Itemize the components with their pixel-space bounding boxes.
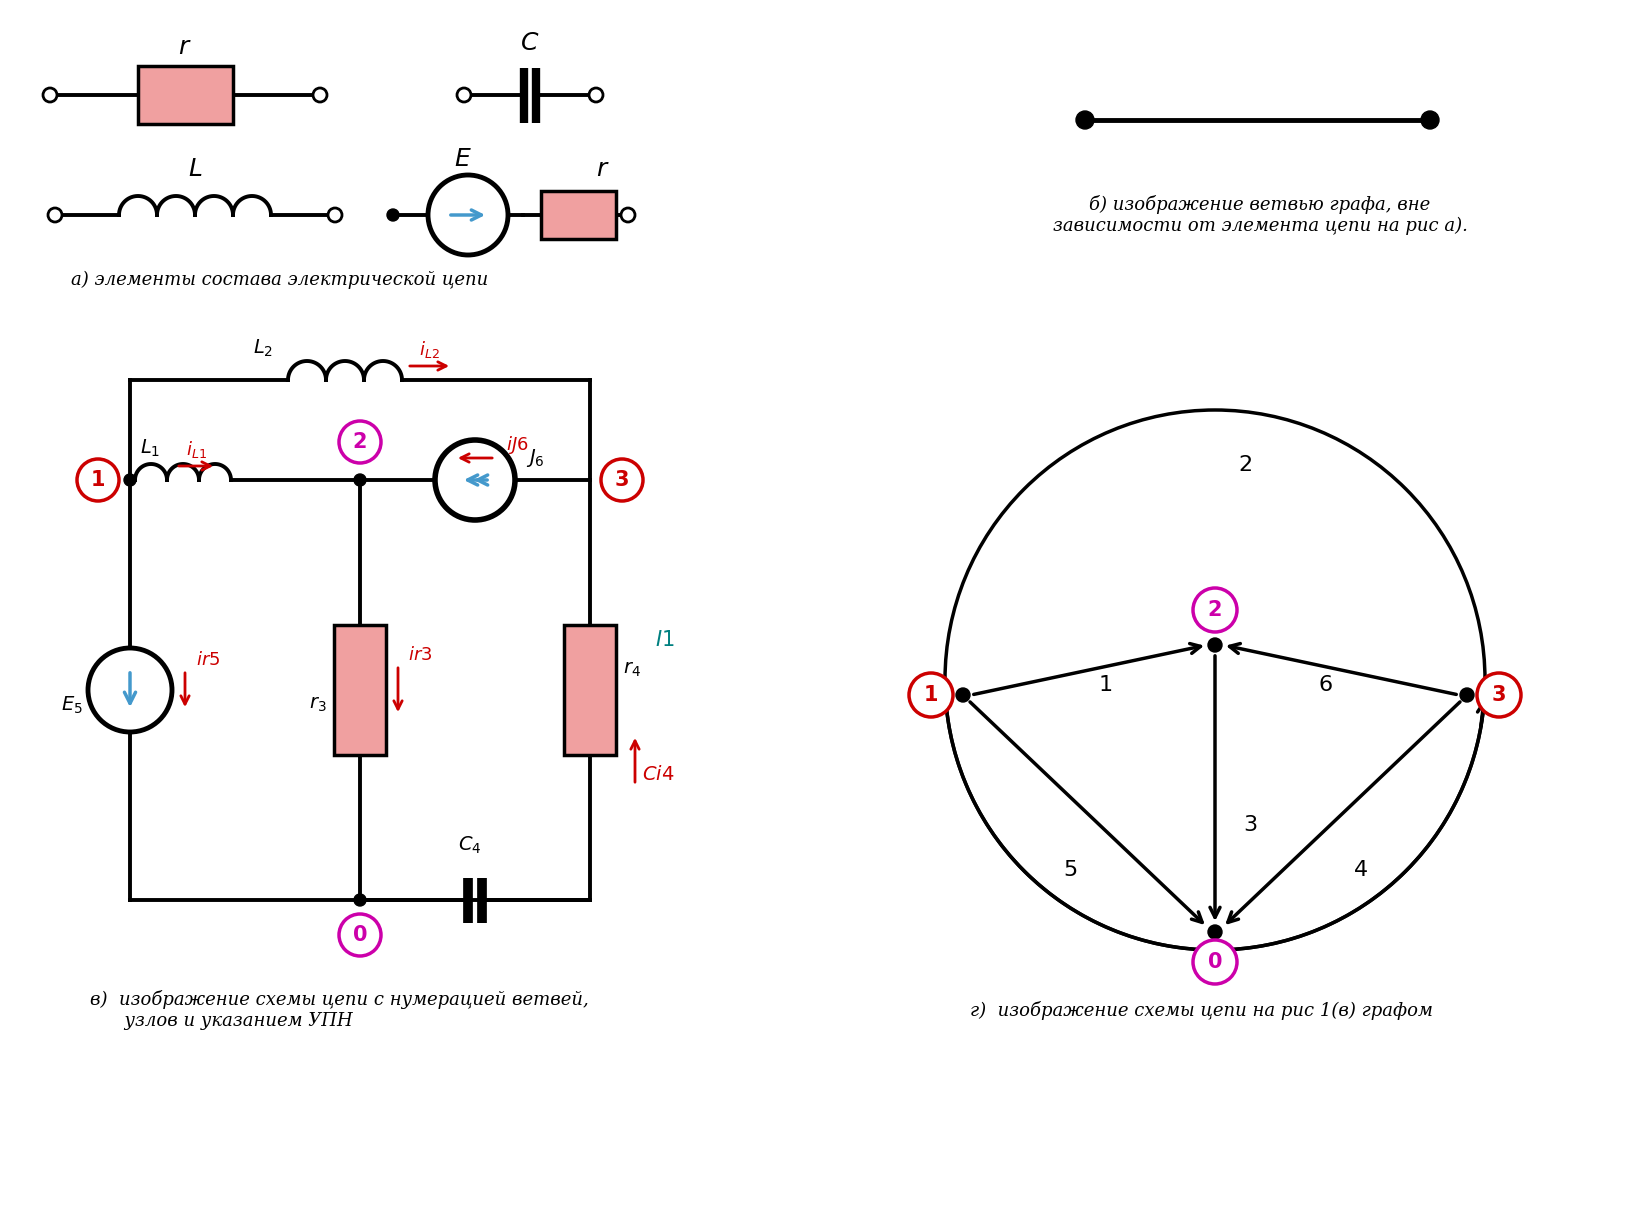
Text: $4$: $4$ [1353,860,1368,881]
Circle shape [945,410,1485,951]
Text: $Ci4$: $Ci4$ [641,766,674,784]
Text: $L_1$: $L_1$ [140,437,160,459]
Text: $E_5$: $E_5$ [60,694,83,715]
Bar [540,191,615,239]
Text: $1$: $1$ [1098,674,1111,696]
Text: $L$: $L$ [188,159,202,182]
Circle shape [124,473,135,486]
Text: 3: 3 [1492,685,1506,705]
Circle shape [1208,639,1222,652]
Text: $J_6$: $J_6$ [526,447,545,469]
Text: $C$: $C$ [521,32,540,55]
Circle shape [354,894,366,906]
Text: $L_2$: $L_2$ [253,337,273,358]
Circle shape [328,208,343,222]
Text: $r$: $r$ [178,35,193,58]
Text: 1: 1 [924,685,938,705]
Circle shape [313,87,326,102]
Bar [565,625,615,755]
Text: 1: 1 [91,470,104,490]
Text: $2$: $2$ [1239,454,1252,476]
Circle shape [354,473,366,486]
Text: $r_3$: $r_3$ [308,696,326,714]
Circle shape [77,459,119,501]
Bar [137,66,232,124]
Text: $ir3$: $ir3$ [408,646,432,664]
Text: $ir5$: $ir5$ [196,651,220,669]
Text: $iJ6$: $iJ6$ [506,433,529,456]
Text: $E$: $E$ [454,148,472,171]
Circle shape [42,87,57,102]
Text: 0: 0 [1208,952,1222,972]
Text: $r_4$: $r_4$ [623,660,641,679]
Circle shape [589,87,602,102]
Circle shape [436,439,516,520]
Text: 3: 3 [615,470,630,490]
Circle shape [47,208,62,222]
Circle shape [1193,940,1237,985]
Text: $5$: $5$ [1062,860,1077,881]
Circle shape [387,209,398,221]
Circle shape [1208,925,1222,938]
Circle shape [1477,673,1521,717]
Circle shape [622,208,635,222]
Text: 2: 2 [1208,600,1222,620]
Circle shape [339,421,380,463]
Circle shape [1075,110,1093,129]
Text: 0: 0 [353,925,367,944]
Text: $3$: $3$ [1244,815,1257,836]
Text: $I1$: $I1$ [654,630,674,649]
Circle shape [1193,588,1237,632]
Circle shape [956,688,969,702]
Text: $i_{L2}$: $i_{L2}$ [419,340,439,361]
Circle shape [457,87,472,102]
Circle shape [339,914,380,955]
Text: в)  изображение схемы цепи с нумерацией ветвей,
      узлов и указанием УПН: в) изображение схемы цепи с нумерацией в… [90,991,589,1029]
Text: б) изображение ветвью графа, вне
зависимости от элемента цепи на рис а).: б) изображение ветвью графа, вне зависим… [1053,195,1467,236]
Text: $6$: $6$ [1317,674,1332,696]
Text: а) элементы состава электрической цепи: а) элементы состава электрической цепи [72,271,488,289]
Circle shape [88,648,171,732]
Text: $r$: $r$ [596,159,610,182]
Text: $i_{L1}$: $i_{L1}$ [186,439,206,460]
Text: г)  изображение схемы цепи на рис 1(в) графом: г) изображение схемы цепи на рис 1(в) гр… [969,1000,1433,1020]
Bar [335,625,387,755]
Circle shape [1461,688,1474,702]
Circle shape [428,175,508,255]
Circle shape [601,459,643,501]
Circle shape [1421,110,1439,129]
Circle shape [909,673,953,717]
Text: $C_4$: $C_4$ [459,834,481,856]
Text: 2: 2 [353,432,367,452]
